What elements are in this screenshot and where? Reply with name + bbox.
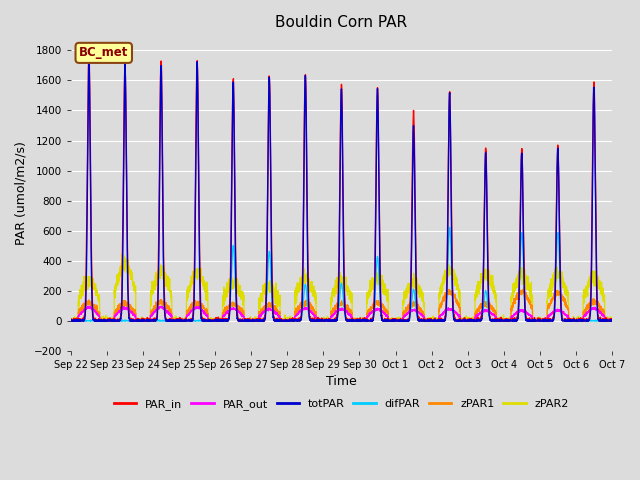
zPAR2 [321, 318, 329, 324]
zPAR1 [321, 318, 329, 324]
PAR_in [321, 318, 329, 324]
totPAR [493, 318, 501, 324]
PAR_in [433, 318, 440, 324]
totPAR [433, 318, 440, 324]
zPAR2 [67, 318, 75, 324]
PAR_out [493, 317, 501, 323]
Line: zPAR1: zPAR1 [71, 288, 612, 321]
difPAR [493, 318, 501, 324]
zPAR1 [520, 285, 527, 290]
difPAR [608, 318, 616, 324]
Title: Bouldin Corn PAR: Bouldin Corn PAR [275, 15, 408, 30]
zPAR2 [607, 316, 615, 322]
totPAR [67, 318, 75, 324]
zPAR1 [67, 318, 75, 324]
Line: totPAR: totPAR [71, 62, 612, 321]
difPAR [164, 318, 172, 324]
PAR_out [321, 318, 329, 324]
zPAR2 [164, 282, 172, 288]
totPAR [607, 318, 615, 324]
zPAR2 [118, 252, 126, 257]
totPAR [321, 318, 329, 324]
Legend: PAR_in, PAR_out, totPAR, difPAR, zPAR1, zPAR2: PAR_in, PAR_out, totPAR, difPAR, zPAR1, … [109, 395, 573, 415]
Line: zPAR2: zPAR2 [71, 254, 612, 321]
totPAR [193, 59, 201, 65]
PAR_in [67, 318, 75, 324]
zPAR1 [463, 318, 470, 324]
PAR_in [164, 317, 172, 323]
PAR_out [67, 317, 75, 323]
PAR_out [84, 303, 92, 309]
PAR_in [85, 52, 93, 58]
difPAR [433, 318, 440, 324]
Line: PAR_in: PAR_in [71, 55, 612, 321]
zPAR1 [607, 316, 615, 322]
difPAR [607, 317, 615, 323]
Text: BC_met: BC_met [79, 47, 129, 60]
PAR_out [608, 316, 616, 322]
PAR_in [607, 318, 615, 324]
difPAR [321, 317, 329, 323]
zPAR2 [608, 318, 616, 324]
Line: difPAR: difPAR [71, 228, 612, 321]
difPAR [463, 318, 470, 324]
totPAR [164, 318, 172, 324]
X-axis label: Time: Time [326, 375, 356, 388]
PAR_out [67, 318, 75, 324]
PAR_in [493, 318, 501, 324]
zPAR1 [608, 317, 616, 323]
PAR_out [164, 310, 172, 315]
PAR_out [463, 318, 470, 324]
PAR_out [433, 318, 440, 324]
zPAR1 [67, 318, 75, 324]
zPAR1 [433, 317, 440, 323]
zPAR1 [164, 307, 172, 312]
totPAR [463, 318, 470, 324]
PAR_in [608, 318, 616, 324]
zPAR2 [433, 316, 440, 322]
zPAR1 [493, 317, 501, 323]
difPAR [445, 225, 453, 230]
PAR_in [463, 318, 470, 324]
zPAR2 [463, 318, 470, 324]
Line: PAR_out: PAR_out [71, 306, 612, 321]
PAR_in [67, 316, 75, 322]
PAR_out [607, 318, 615, 324]
Y-axis label: PAR (umol/m2/s): PAR (umol/m2/s) [15, 141, 28, 245]
totPAR [67, 317, 75, 323]
difPAR [67, 318, 75, 324]
zPAR2 [493, 318, 501, 324]
totPAR [608, 318, 616, 324]
